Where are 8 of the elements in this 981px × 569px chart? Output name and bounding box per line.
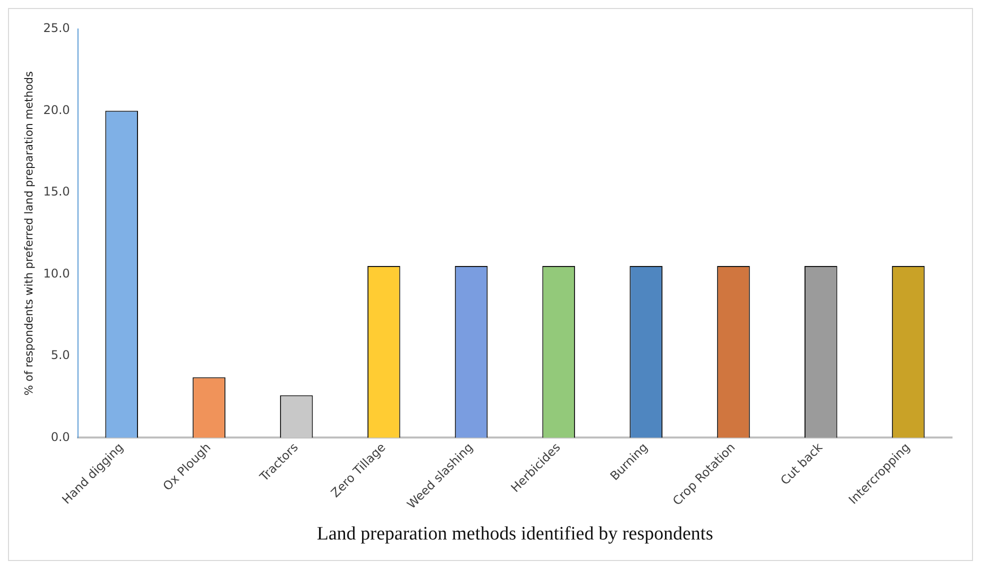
y-tick-label: 20.0 (43, 102, 70, 117)
y-tick-label: 10.0 (43, 266, 70, 280)
y-tick-label: 0.0 (50, 430, 70, 444)
x-axis-title: Land preparation methods identified by respondents (316, 524, 714, 545)
y-tick-label: 25.0 (43, 21, 70, 36)
y-tick-label: 15.0 (43, 184, 70, 199)
y-tick-label: 5.0 (50, 348, 70, 362)
y-axis-title: % of respondents with preferred land preparation methods (22, 71, 36, 396)
